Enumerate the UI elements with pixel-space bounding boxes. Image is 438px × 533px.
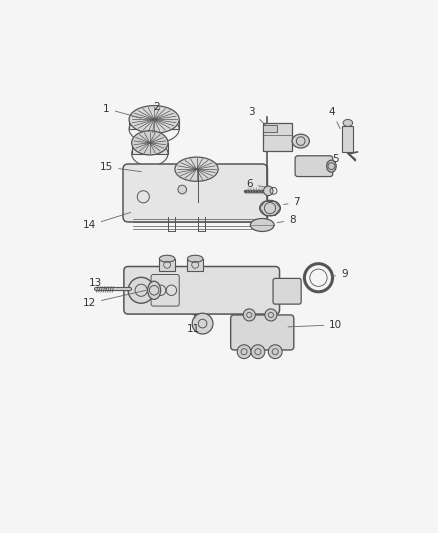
Bar xyxy=(263,123,292,151)
Circle shape xyxy=(251,345,265,359)
Text: 7: 7 xyxy=(284,198,300,207)
Circle shape xyxy=(243,309,255,321)
Text: 1: 1 xyxy=(103,103,141,118)
Ellipse shape xyxy=(251,219,274,231)
Polygon shape xyxy=(129,119,179,129)
Polygon shape xyxy=(175,169,218,177)
Text: 2: 2 xyxy=(152,102,159,133)
FancyBboxPatch shape xyxy=(123,164,268,222)
Text: 14: 14 xyxy=(83,212,131,230)
Text: 13: 13 xyxy=(89,278,106,289)
FancyBboxPatch shape xyxy=(124,266,279,314)
Circle shape xyxy=(268,345,282,359)
Text: 15: 15 xyxy=(100,162,141,172)
FancyBboxPatch shape xyxy=(151,274,179,306)
Ellipse shape xyxy=(292,134,309,148)
Text: 3: 3 xyxy=(248,107,266,125)
Bar xyxy=(187,259,203,271)
Ellipse shape xyxy=(260,200,280,216)
Circle shape xyxy=(178,185,187,194)
Text: 11: 11 xyxy=(187,316,200,334)
FancyBboxPatch shape xyxy=(273,278,301,304)
Circle shape xyxy=(237,345,251,359)
Ellipse shape xyxy=(132,131,168,155)
Polygon shape xyxy=(132,143,168,154)
Bar xyxy=(263,125,277,132)
Circle shape xyxy=(192,313,213,334)
Text: 6: 6 xyxy=(246,179,266,189)
FancyBboxPatch shape xyxy=(231,315,294,350)
Text: 9: 9 xyxy=(332,269,348,279)
Circle shape xyxy=(128,277,154,303)
Circle shape xyxy=(265,309,277,321)
Text: 12: 12 xyxy=(83,290,146,308)
Bar xyxy=(159,259,175,271)
Text: 10: 10 xyxy=(288,320,343,330)
Text: 5: 5 xyxy=(327,154,339,164)
FancyBboxPatch shape xyxy=(295,156,333,176)
Text: 4: 4 xyxy=(328,107,340,129)
Ellipse shape xyxy=(159,255,175,262)
Ellipse shape xyxy=(129,106,179,133)
Bar xyxy=(342,126,353,152)
Ellipse shape xyxy=(175,157,218,181)
Ellipse shape xyxy=(343,119,353,126)
Text: 8: 8 xyxy=(277,215,296,225)
Ellipse shape xyxy=(264,186,273,196)
Ellipse shape xyxy=(148,281,161,300)
Ellipse shape xyxy=(327,160,336,172)
Ellipse shape xyxy=(187,255,203,262)
